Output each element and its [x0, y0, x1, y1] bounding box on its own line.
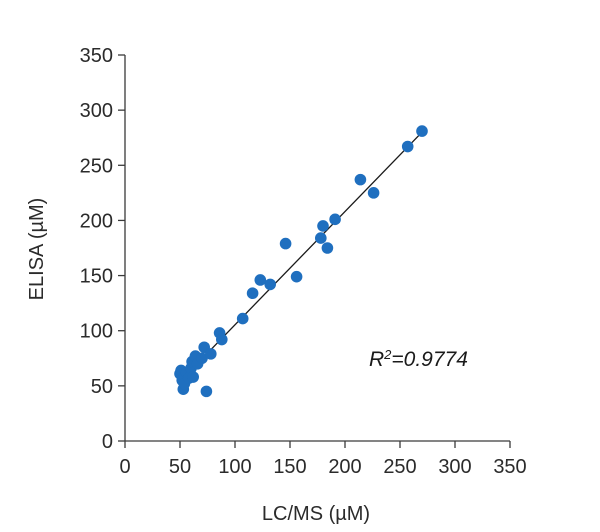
data-point — [196, 352, 208, 365]
x-tick-label: 350 — [493, 456, 526, 478]
x-tick-label: 150 — [273, 456, 306, 478]
x-ticks: 0 50 100 150 200 250 300 350 — [119, 441, 527, 478]
r-squared-annotation: R2=0.9774 — [369, 347, 468, 372]
data-point — [315, 232, 327, 244]
y-tick-label: 150 — [80, 266, 113, 288]
y-tick-label: 250 — [80, 155, 113, 177]
axes: 0 50 100 150 200 250 300 350 0 50 100 150 200 250 300… — [80, 45, 527, 478]
x-axis-title: LC/MS (µM) — [262, 503, 370, 525]
data-point — [187, 371, 199, 383]
data-point — [290, 270, 303, 283]
x-tick-label: 100 — [218, 456, 251, 478]
r-letter: R — [369, 348, 384, 371]
y-tick-label: 0 — [102, 431, 113, 453]
data-point — [246, 287, 259, 300]
data-points — [174, 125, 428, 398]
data-point — [354, 173, 367, 186]
data-point — [236, 312, 249, 325]
x-tick-label: 200 — [328, 456, 361, 478]
y-ticks: 0 50 100 150 200 250 300 350 — [80, 45, 125, 453]
y-tick-label: 200 — [80, 210, 113, 232]
x-tick-label: 250 — [383, 456, 416, 478]
data-point — [416, 125, 428, 137]
data-point — [279, 237, 292, 250]
data-point — [367, 187, 380, 199]
data-point — [317, 220, 329, 232]
data-point — [321, 242, 334, 254]
y-tick-label: 100 — [80, 321, 113, 343]
data-point — [254, 274, 267, 286]
data-point — [216, 333, 228, 346]
data-point — [329, 213, 341, 226]
y-tick-label: 300 — [80, 100, 113, 122]
data-point — [205, 348, 217, 360]
x-tick-label: 0 — [119, 456, 130, 478]
data-point — [200, 385, 213, 398]
r-exponent: 2 — [383, 347, 392, 362]
r-value: =0.9774 — [391, 348, 468, 371]
trend-line — [179, 131, 423, 382]
data-point — [264, 278, 277, 291]
x-tick-label: 300 — [438, 456, 471, 478]
data-point — [401, 140, 414, 153]
x-tick-label: 50 — [169, 456, 191, 478]
y-tick-label: 350 — [80, 45, 113, 67]
y-tick-label: 50 — [91, 376, 113, 398]
y-axis-title: ELISA (µM) — [26, 198, 48, 301]
